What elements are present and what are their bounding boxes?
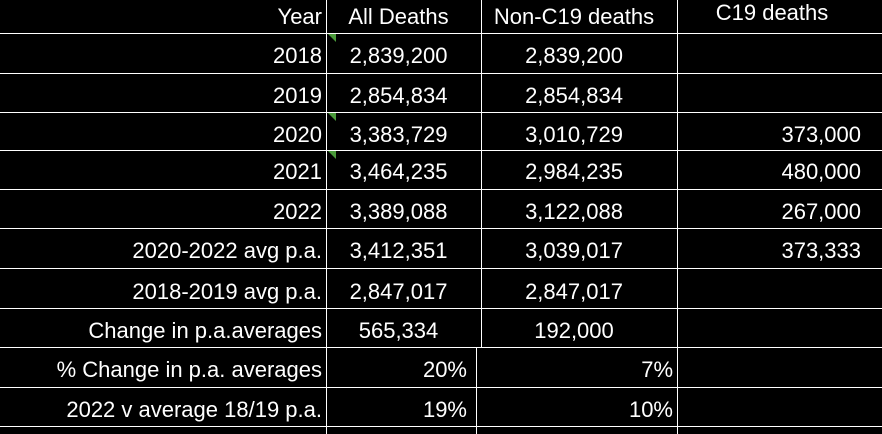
c19-deaths-cell[interactable]: 373,000	[781, 122, 861, 147]
all-deaths-cell[interactable]: 3,464,235	[349, 159, 448, 184]
table-row: 2020-2022 avg p.a. 3,412,351 3,039,017 3…	[0, 231, 882, 270]
c19-deaths-cell[interactable]	[677, 36, 867, 75]
grid-line	[476, 347, 477, 434]
grid-line	[0, 150, 882, 151]
header-all-deaths[interactable]: All Deaths	[348, 4, 449, 29]
non-c19-deaths-cell[interactable]: 2,984,235	[525, 159, 623, 184]
grid-line	[0, 189, 882, 190]
table-row: 2021 3,464,235 2,984,235 480,000	[0, 152, 882, 191]
non-c19-deaths-cell[interactable]: 7%	[641, 357, 673, 382]
all-deaths-cell[interactable]: 2,847,017	[349, 279, 448, 304]
table-row: 2019 2,854,834 2,854,834	[0, 76, 882, 115]
table-row: % Change in p.a. averages 20% 7%	[0, 350, 882, 389]
row-label[interactable]: 2022 v average 18/19 p.a.	[66, 397, 322, 422]
grid-line	[0, 112, 882, 113]
header-non-c19-deaths[interactable]: Non-C19 deaths	[493, 4, 655, 29]
table-row: 2020 3,383,729 3,010,729 373,000	[0, 115, 882, 154]
non-c19-deaths-cell[interactable]: 3,122,088	[525, 199, 623, 224]
all-deaths-cell[interactable]: 3,383,729	[349, 122, 448, 147]
row-label[interactable]: Change in p.a.averages	[88, 318, 322, 343]
row-label[interactable]: 2020	[273, 122, 322, 147]
all-deaths-cell[interactable]: 2,839,200	[349, 43, 448, 68]
non-c19-deaths-cell[interactable]: 192,000	[534, 318, 614, 343]
cell-marker	[328, 113, 336, 121]
grid-line	[0, 426, 882, 427]
grid-line	[326, 0, 327, 434]
grid-line	[0, 73, 882, 74]
non-c19-deaths-cell[interactable]: 3,039,017	[525, 238, 623, 263]
c19-deaths-cell[interactable]	[677, 390, 867, 429]
c19-deaths-cell[interactable]: 267,000	[781, 199, 861, 224]
all-deaths-cell[interactable]: 2,854,834	[349, 83, 448, 108]
grid-line	[677, 0, 678, 434]
all-deaths-cell[interactable]: 20%	[422, 357, 467, 382]
c19-deaths-cell[interactable]: 373,333	[781, 238, 861, 263]
all-deaths-cell[interactable]: 19%	[422, 397, 467, 422]
non-c19-deaths-cell[interactable]: 2,847,017	[525, 279, 623, 304]
row-label[interactable]: 2019	[273, 83, 322, 108]
table-row: 2018-2019 avg p.a. 2,847,017 2,847,017	[0, 272, 882, 311]
grid-line	[481, 0, 482, 347]
grid-line	[0, 347, 882, 348]
c19-deaths-cell[interactable]: 480,000	[781, 159, 861, 184]
non-c19-deaths-cell[interactable]: 3,010,729	[525, 122, 623, 147]
cell-marker	[328, 34, 336, 42]
table-row: 2018 2,839,200 2,839,200	[0, 36, 882, 75]
all-deaths-cell[interactable]: 3,389,088	[349, 199, 448, 224]
c19-deaths-cell[interactable]	[677, 272, 867, 311]
grid-line	[0, 33, 882, 34]
all-deaths-cell[interactable]: 565,334	[358, 318, 439, 343]
table-row: 2022 3,389,088 3,122,088 267,000	[0, 192, 882, 231]
c19-deaths-cell[interactable]	[677, 311, 867, 350]
header-c19-deaths[interactable]: C19 deaths	[715, 0, 829, 25]
c19-deaths-cell[interactable]	[677, 350, 867, 389]
row-label[interactable]: 2018-2019 avg p.a.	[132, 279, 322, 304]
grid-line	[0, 228, 882, 229]
table-row: Change in p.a.averages 565,334 192,000	[0, 311, 882, 350]
grid-line	[0, 308, 882, 309]
row-label[interactable]: % Change in p.a. averages	[56, 357, 322, 382]
header-row: Year All Deaths Non-C19 deaths C19 death…	[0, 0, 882, 36]
header-year[interactable]: Year	[277, 4, 322, 29]
row-label[interactable]: 2020-2022 avg p.a.	[132, 238, 322, 263]
c19-deaths-cell[interactable]	[677, 76, 867, 115]
row-label[interactable]: 2022	[273, 199, 322, 224]
row-label[interactable]: 2018	[273, 43, 322, 68]
grid-line	[0, 387, 882, 388]
non-c19-deaths-cell[interactable]: 2,839,200	[525, 43, 623, 68]
non-c19-deaths-cell[interactable]: 10%	[628, 397, 673, 422]
non-c19-deaths-cell[interactable]: 2,854,834	[525, 83, 623, 108]
cell-marker	[328, 151, 336, 159]
row-label[interactable]: 2021	[273, 159, 322, 184]
grid-line	[0, 268, 882, 269]
all-deaths-cell[interactable]: 3,412,351	[349, 238, 448, 263]
table-row: 2022 v average 18/19 p.a. 19% 10%	[0, 390, 882, 429]
